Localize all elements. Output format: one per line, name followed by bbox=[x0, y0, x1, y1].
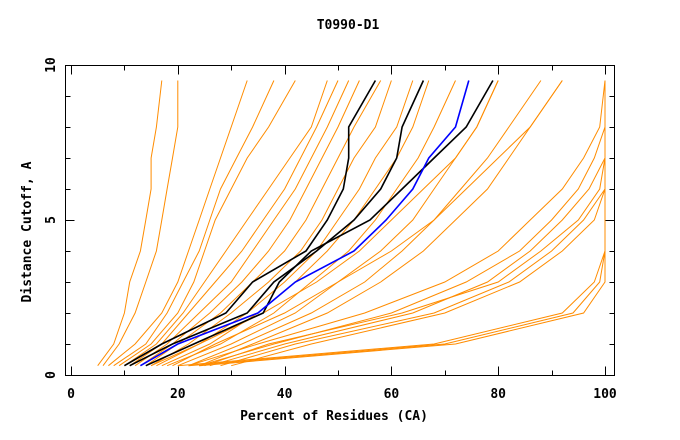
x-axis-label: Percent of Residues (CA) bbox=[240, 409, 428, 424]
series-line-model-12 bbox=[156, 80, 414, 367]
chart-title: T0990-D1 bbox=[317, 18, 380, 33]
x-tick-label: 60 bbox=[384, 387, 400, 402]
series-line-model-4 bbox=[113, 80, 275, 367]
series-line-model-21 bbox=[220, 80, 606, 367]
series-line-model-18 bbox=[188, 80, 606, 367]
series-line-model-20 bbox=[209, 80, 606, 367]
series-line-highlight-black-1 bbox=[123, 80, 377, 367]
series-line-model-9 bbox=[140, 80, 360, 367]
series-line-model-3 bbox=[108, 80, 248, 367]
y-axis-label: Distance Cutoff, A bbox=[20, 161, 35, 302]
x-tick-label: 40 bbox=[277, 387, 293, 402]
series-line-highlight-black-2 bbox=[129, 80, 425, 367]
series-line-model-7 bbox=[129, 80, 339, 367]
series-line-model-1 bbox=[97, 80, 163, 366]
series-line-model-10 bbox=[145, 80, 382, 367]
y-tick-label: 0 bbox=[44, 371, 59, 379]
y-tick-label: 10 bbox=[44, 57, 59, 73]
series-line-highlight-blue bbox=[139, 80, 470, 367]
series-layer bbox=[97, 80, 606, 367]
series-line-model-28 bbox=[231, 80, 606, 367]
tick-layer: 0 20 40 60 80 100 0 5 10 bbox=[44, 57, 617, 402]
x-tick-label: 0 bbox=[67, 387, 75, 402]
x-tick-label: 100 bbox=[593, 387, 617, 402]
series-line-model-22 bbox=[204, 80, 606, 367]
series-line-model-16 bbox=[188, 80, 542, 367]
series-line-model-2 bbox=[102, 80, 179, 366]
series-line-model-26 bbox=[150, 80, 499, 367]
series-line-model-5 bbox=[118, 80, 296, 367]
series-line-model-8 bbox=[134, 80, 350, 367]
series-line-highlight-black-3 bbox=[145, 80, 494, 367]
series-line-model-19 bbox=[199, 80, 606, 367]
series-line-model-27 bbox=[172, 80, 563, 367]
x-tick-label: 20 bbox=[170, 387, 186, 402]
series-line-model-15 bbox=[177, 80, 499, 367]
y-tick-label: 5 bbox=[44, 216, 59, 224]
series-line-model-17 bbox=[199, 80, 563, 367]
series-line-model-14 bbox=[166, 80, 456, 367]
series-line-model-6 bbox=[124, 80, 328, 367]
x-tick-label: 80 bbox=[490, 387, 506, 402]
